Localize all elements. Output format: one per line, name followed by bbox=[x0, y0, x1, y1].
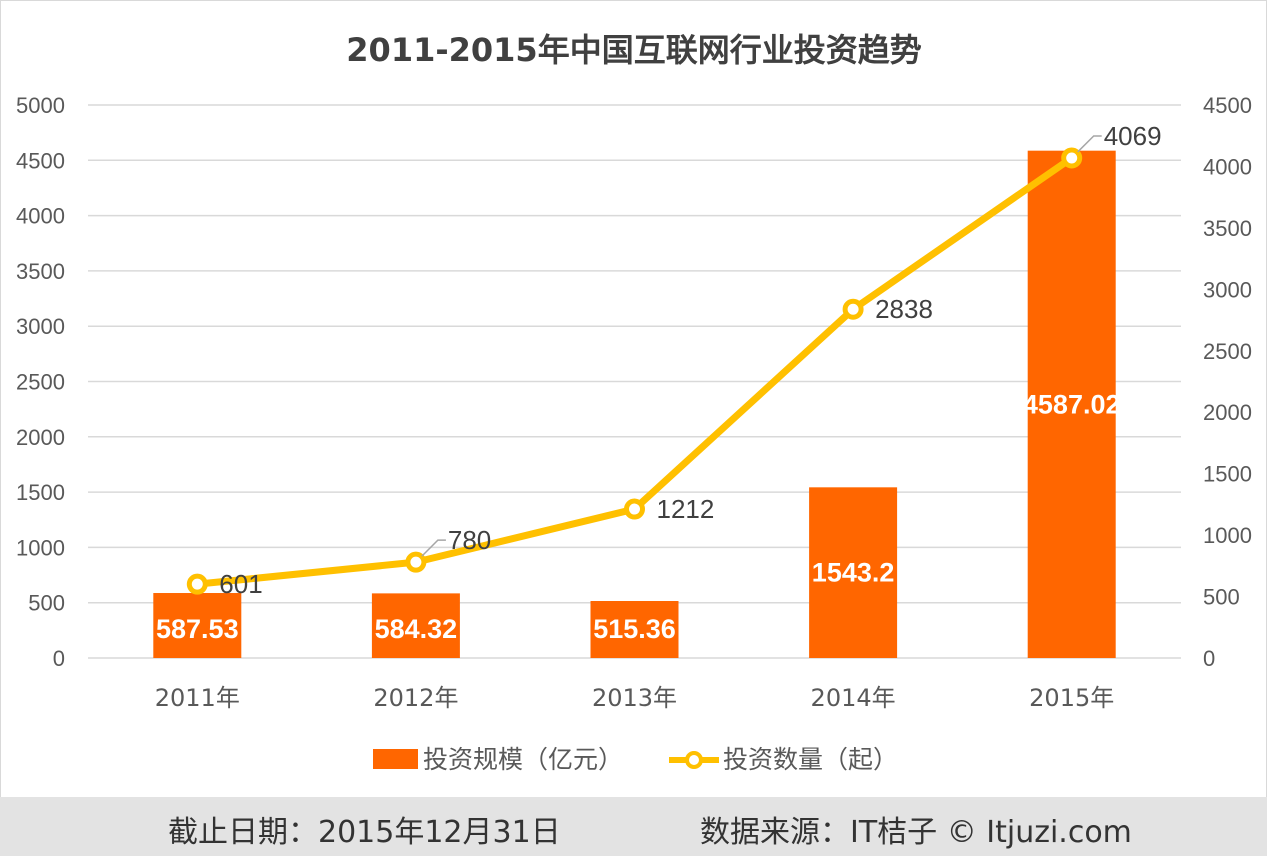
line-path bbox=[193, 154, 1076, 588]
bar bbox=[1027, 150, 1116, 658]
footer: 截止日期：2015年12月31日 数据来源：IT桔子 © Itjuzi.com bbox=[0, 797, 1267, 856]
legend: 投资规模（亿元） 投资数量（起） bbox=[373, 745, 898, 774]
right-tick-label: 500 bbox=[1203, 585, 1240, 610]
legend-bar-label: 投资规模（亿元） bbox=[423, 745, 623, 774]
line-value-label: 780 bbox=[448, 525, 491, 555]
data-source: 数据来源：IT桔子 © Itjuzi.com bbox=[700, 815, 1132, 850]
left-tick-label: 3500 bbox=[16, 259, 65, 284]
left-tick-label: 500 bbox=[28, 591, 65, 616]
x-axis: 2011年 2012年 2013年 2014年 2015年 bbox=[155, 684, 1114, 712]
line-value-label: 601 bbox=[219, 569, 262, 599]
legend-line-label: 投资数量（起） bbox=[723, 745, 898, 774]
category-label: 2012年 bbox=[373, 684, 458, 712]
left-tick-label: 4500 bbox=[16, 148, 65, 173]
line-value-label: 4069 bbox=[1104, 121, 1162, 151]
left-tick-label: 2000 bbox=[16, 425, 65, 450]
bar bbox=[809, 487, 898, 658]
right-tick-label: 0 bbox=[1203, 646, 1215, 671]
left-tick-label: 0 bbox=[53, 646, 65, 671]
right-tick-label: 1500 bbox=[1203, 462, 1252, 487]
category-label: 2015年 bbox=[1029, 684, 1114, 712]
left-axis: 0 500 1000 1500 2000 2500 3000 3500 4000 4500 5000 bbox=[16, 93, 65, 671]
right-tick-label: 2500 bbox=[1203, 339, 1252, 364]
line-value-label: 1212 bbox=[657, 494, 715, 524]
category-label: 2011年 bbox=[155, 684, 240, 712]
chart-title: 2011-2015年中国互联网行业投资趋势 bbox=[346, 31, 921, 69]
line-value-label: 2838 bbox=[875, 294, 933, 324]
right-tick-label: 2000 bbox=[1203, 400, 1252, 425]
cutoff-date: 截止日期：2015年12月31日 bbox=[168, 815, 561, 850]
label-leader bbox=[421, 539, 446, 557]
left-tick-label: 1500 bbox=[16, 480, 65, 505]
right-tick-label: 3500 bbox=[1203, 216, 1252, 241]
bar bbox=[153, 593, 242, 658]
right-tick-label: 4000 bbox=[1203, 154, 1252, 179]
bar bbox=[371, 593, 460, 658]
label-leader bbox=[1077, 135, 1102, 153]
bar-series: 587.53 584.32 515.36 1543.2 4587.02 bbox=[153, 150, 1121, 658]
legend-bar-swatch bbox=[373, 749, 418, 769]
left-tick-label: 5000 bbox=[16, 93, 65, 118]
chart-canvas: 2011-2015年中国互联网行业投资趋势 0 500 1000 1500 2000 25… bbox=[16, 31, 1252, 774]
left-tick-label: 4000 bbox=[16, 204, 65, 229]
category-label: 2014年 bbox=[811, 684, 896, 712]
bar-value-label: 587.53 bbox=[156, 614, 239, 644]
bar-value-label: 1543.2 bbox=[812, 558, 895, 588]
line-marker bbox=[405, 551, 427, 573]
left-tick-label: 1000 bbox=[16, 535, 65, 560]
left-tick-label: 2500 bbox=[16, 370, 65, 395]
left-tick-label: 3000 bbox=[16, 314, 65, 339]
bar-value-label: 4587.02 bbox=[1023, 389, 1121, 419]
line-marker bbox=[1061, 147, 1083, 169]
line-series: 601 780 1212 2838 4069 bbox=[186, 121, 1162, 599]
bar-value-label: 515.36 bbox=[593, 614, 676, 644]
line-marker bbox=[842, 298, 864, 320]
line-marker bbox=[186, 573, 208, 595]
grid-lines bbox=[88, 104, 1181, 659]
right-tick-label: 4500 bbox=[1203, 93, 1252, 118]
legend-line-marker bbox=[685, 751, 703, 769]
line-marker bbox=[624, 498, 645, 520]
category-label: 2013年 bbox=[592, 684, 677, 712]
right-tick-label: 3000 bbox=[1203, 277, 1252, 302]
bar-value-label: 584.32 bbox=[375, 614, 458, 644]
right-tick-label: 1000 bbox=[1203, 523, 1252, 548]
chart-frame: 2011-2015年中国互联网行业投资趋势 0 500 1000 1500 2000 25… bbox=[0, 0, 1267, 798]
bar bbox=[590, 601, 679, 658]
right-axis: 0 500 1000 1500 2000 2500 3000 3500 4000 4500 bbox=[1203, 93, 1252, 671]
